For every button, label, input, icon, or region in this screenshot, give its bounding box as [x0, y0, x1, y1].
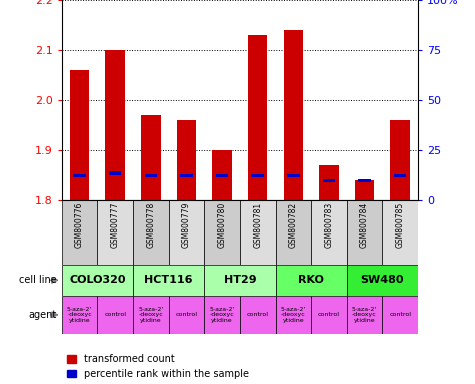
Bar: [144, 174, 157, 177]
Bar: [62, 296, 97, 334]
Text: GSM800783: GSM800783: [324, 202, 333, 248]
Bar: [323, 179, 335, 182]
Text: GSM800784: GSM800784: [360, 202, 369, 248]
Bar: [347, 265, 418, 296]
Bar: [355, 180, 374, 200]
Bar: [311, 296, 347, 334]
Text: GSM800785: GSM800785: [396, 202, 405, 248]
Bar: [276, 296, 311, 334]
Text: COLO320: COLO320: [69, 275, 125, 285]
Bar: [311, 200, 347, 265]
Bar: [394, 174, 407, 177]
Text: GSM800776: GSM800776: [75, 202, 84, 248]
Bar: [284, 30, 303, 200]
Bar: [319, 165, 339, 200]
Text: control: control: [318, 312, 340, 318]
Text: 5-aza-2'
-deoxyc
ytidine: 5-aza-2' -deoxyc ytidine: [209, 306, 235, 323]
Bar: [382, 296, 418, 334]
Bar: [109, 171, 122, 175]
Bar: [180, 174, 193, 177]
Bar: [347, 296, 382, 334]
Legend: transformed count, percentile rank within the sample: transformed count, percentile rank withi…: [66, 354, 249, 379]
Text: agent: agent: [29, 310, 57, 320]
Text: GSM800781: GSM800781: [253, 202, 262, 248]
Bar: [287, 174, 300, 177]
Bar: [169, 200, 204, 265]
Text: control: control: [175, 312, 198, 318]
Text: GSM800782: GSM800782: [289, 202, 298, 248]
Bar: [204, 200, 240, 265]
Text: HT29: HT29: [224, 275, 256, 285]
Bar: [97, 296, 133, 334]
Text: RKO: RKO: [298, 275, 324, 285]
Text: control: control: [389, 312, 411, 318]
Bar: [70, 70, 89, 200]
Bar: [382, 200, 418, 265]
Bar: [358, 179, 371, 182]
Bar: [276, 265, 347, 296]
Text: control: control: [247, 312, 269, 318]
Bar: [177, 120, 196, 200]
Bar: [347, 200, 382, 265]
Text: cell line: cell line: [19, 275, 57, 285]
Text: SW480: SW480: [361, 275, 404, 285]
Bar: [62, 265, 133, 296]
Bar: [133, 296, 169, 334]
Bar: [62, 200, 97, 265]
Bar: [73, 174, 86, 177]
Bar: [204, 296, 240, 334]
Text: GSM800778: GSM800778: [146, 202, 155, 248]
Bar: [390, 120, 410, 200]
Bar: [240, 200, 276, 265]
Text: HCT116: HCT116: [144, 275, 193, 285]
Bar: [276, 200, 311, 265]
Text: 5-aza-2'
-deoxyc
ytidine: 5-aza-2' -deoxyc ytidine: [138, 306, 163, 323]
Bar: [216, 174, 228, 177]
Bar: [240, 296, 276, 334]
Bar: [169, 296, 204, 334]
Bar: [133, 265, 204, 296]
Bar: [97, 200, 133, 265]
Text: control: control: [104, 312, 126, 318]
Text: 5-aza-2'
-deoxyc
ytidine: 5-aza-2' -deoxyc ytidine: [352, 306, 377, 323]
Text: GSM800779: GSM800779: [182, 202, 191, 248]
Bar: [204, 265, 276, 296]
Bar: [105, 50, 125, 200]
Text: 5-aza-2'
-deoxyc
ytidine: 5-aza-2' -deoxyc ytidine: [281, 306, 306, 323]
Bar: [141, 115, 161, 200]
Text: 5-aza-2'
-deoxyc
ytidine: 5-aza-2' -deoxyc ytidine: [67, 306, 92, 323]
Bar: [248, 35, 267, 200]
Bar: [133, 200, 169, 265]
Bar: [212, 150, 232, 200]
Text: GSM800780: GSM800780: [218, 202, 227, 248]
Text: GSM800777: GSM800777: [111, 202, 120, 248]
Bar: [251, 174, 264, 177]
